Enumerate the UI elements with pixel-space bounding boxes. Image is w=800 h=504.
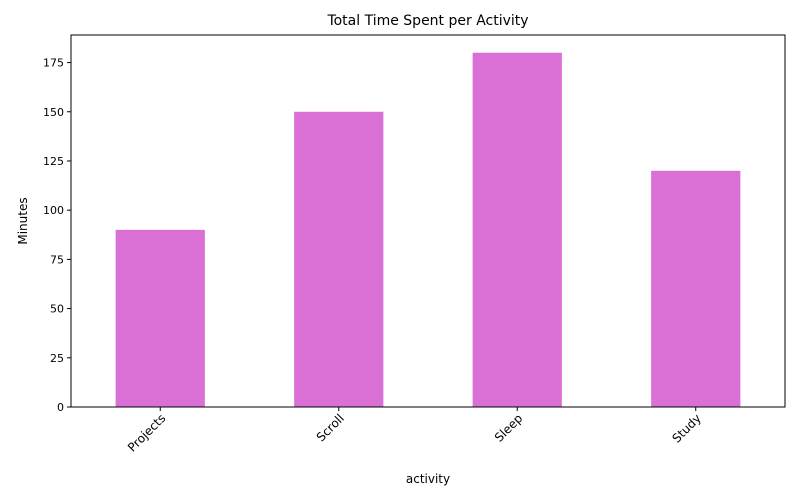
x-tick-label: Projects [125,411,168,454]
y-tick-label: 150 [43,106,64,119]
y-tick-label: 50 [50,303,64,316]
y-tick-label: 100 [43,204,64,217]
x-tick-label: Scroll [314,411,347,444]
chart-title: Total Time Spent per Activity [326,13,528,29]
bars [115,52,741,407]
y-tick-label: 175 [43,57,64,70]
x-tick-label: Sleep [492,411,525,444]
bar-scroll [294,111,384,407]
x-axis-label: activity [406,472,450,486]
bar-projects [115,229,205,407]
x-axis-ticks: Projects Scroll Sleep Study [125,407,704,455]
y-tick-label: 75 [50,253,64,266]
y-tick-label: 125 [43,155,64,168]
x-tick-label: Study [669,411,703,445]
y-axis-label: Minutes [16,197,30,244]
bar-study [651,170,741,407]
bar-sleep [472,52,562,407]
y-axis-ticks: 0 25 50 75 100 125 150 175 [43,57,71,414]
y-tick-label: 25 [50,352,64,365]
y-tick-label: 0 [57,401,64,414]
plot-frame [70,34,786,408]
